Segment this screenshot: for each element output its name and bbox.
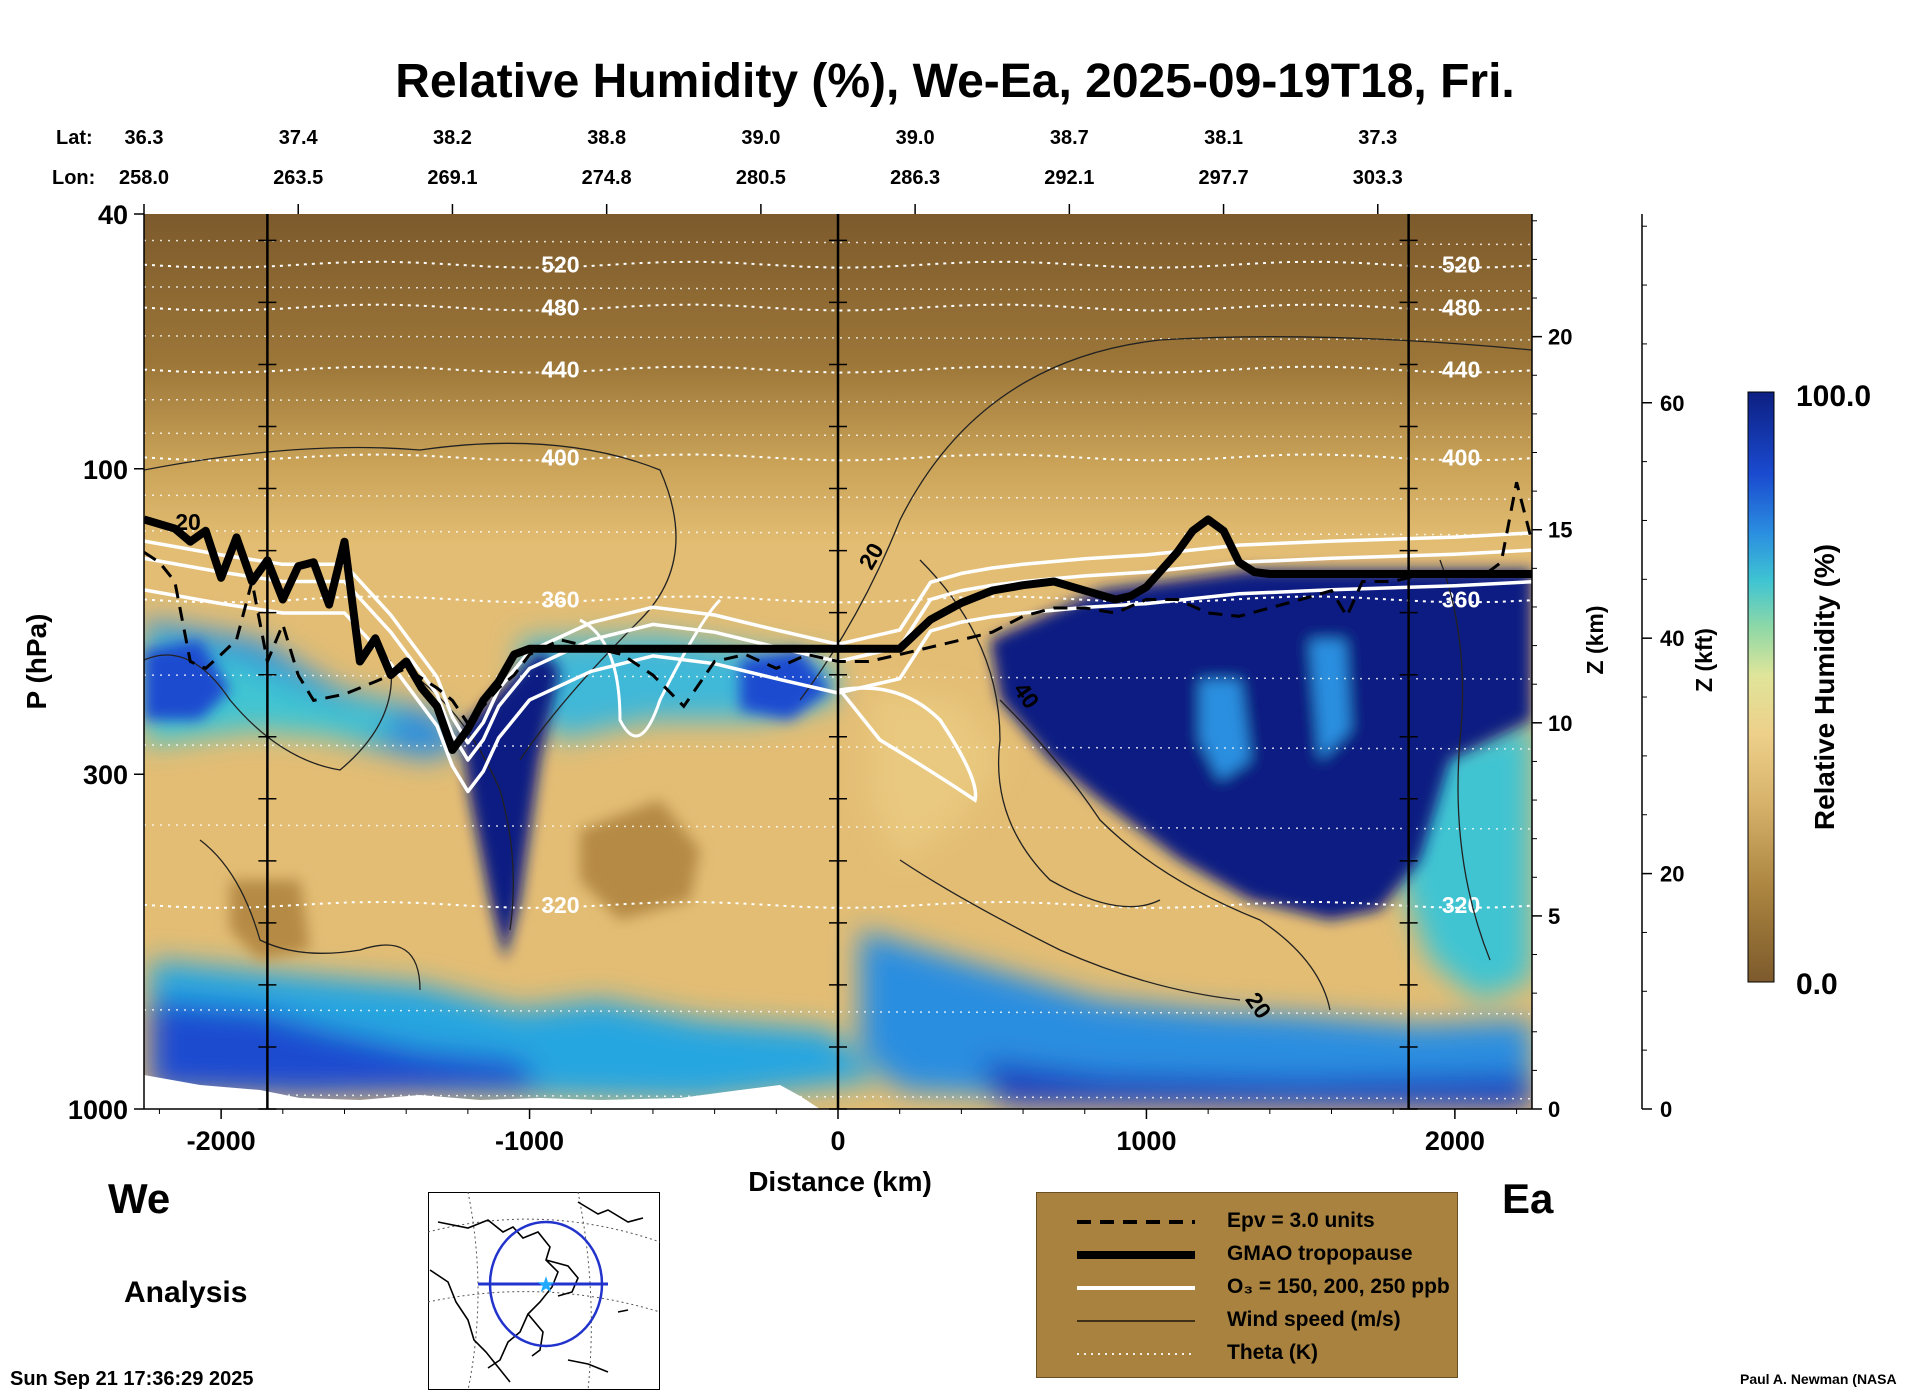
wind-speed-contour xyxy=(1439,559,1491,961)
legend-swatch xyxy=(1077,1320,1195,1322)
y-tick-label: 1000 xyxy=(68,1095,128,1125)
lon-value: 286.3 xyxy=(890,167,940,189)
theta-label-400: 400 xyxy=(541,444,579,470)
z-kft-tick-label: 60 xyxy=(1660,391,1684,416)
colorbar-min-label: 0.0 xyxy=(1796,968,1838,1001)
y-axis-label: P (hPa) xyxy=(21,614,52,710)
z-km-tick-label: 0 xyxy=(1548,1097,1560,1122)
legend-swatch xyxy=(1077,1353,1195,1355)
z-km-tick-label: 5 xyxy=(1548,904,1560,929)
theta-label-east-400: 400 xyxy=(1442,444,1480,470)
lat-value: 37.4 xyxy=(279,127,319,149)
theta-label-east-520: 520 xyxy=(1442,252,1480,278)
theta-label-440: 440 xyxy=(541,357,579,383)
colorbar-max-label: 100.0 xyxy=(1796,380,1871,413)
lon-value: 297.7 xyxy=(1199,167,1249,189)
coastline-lines xyxy=(429,1201,644,1383)
theta-label-480: 480 xyxy=(541,295,579,321)
theta-label-east-360: 360 xyxy=(1442,586,1480,612)
ozone-contour-fold xyxy=(579,598,722,738)
z-kft-tick-label: 40 xyxy=(1660,626,1684,651)
wind-speed-contour xyxy=(899,859,1241,1001)
lon-value: 303.3 xyxy=(1353,167,1403,189)
legend-swatch xyxy=(1077,1286,1195,1290)
z-km-tick-label: 20 xyxy=(1548,325,1572,350)
z-kft-tick-label: 0 xyxy=(1660,1097,1672,1122)
colorbar-title: Relative Humidity (%) xyxy=(1809,544,1840,830)
lat-value: 37.3 xyxy=(1358,127,1397,149)
z-km-tick-label: 10 xyxy=(1548,711,1572,736)
y-tick-label: 40 xyxy=(98,200,128,230)
x-tick-label: 0 xyxy=(830,1126,845,1156)
lon-value: 269.1 xyxy=(427,167,477,189)
legend-swatch xyxy=(1077,1220,1195,1224)
legend-box: Epv = 3.0 units GMAO tropopause O₃ = 150, … xyxy=(1036,1192,1458,1378)
lon-value: 258.0 xyxy=(119,167,169,189)
wind-speed-contour xyxy=(199,839,421,991)
lat-value: 38.8 xyxy=(587,127,626,149)
theta-label-520: 520 xyxy=(541,252,579,278)
lon-value: 292.1 xyxy=(1044,167,1094,189)
y-tick-label: 300 xyxy=(83,760,128,790)
legend-entry-text: GMAO tropopause xyxy=(1227,1242,1413,1265)
legend-entry: Epv = 3.0 units xyxy=(1037,1207,1457,1237)
lat-value: 38.2 xyxy=(433,127,472,149)
ozone-contour-1 xyxy=(144,531,1532,745)
theta-label-320: 320 xyxy=(541,892,579,918)
z-km-tick-label: 15 xyxy=(1548,518,1572,543)
theta-label-east-480: 480 xyxy=(1442,295,1480,321)
legend-entry: O₃ = 150, 200, 250 ppb xyxy=(1037,1273,1457,1303)
lon-value: 280.5 xyxy=(736,167,786,189)
wind-speed-contour xyxy=(799,336,1532,701)
lon-label: Lon: xyxy=(52,167,95,189)
legend-entry: Wind speed (m/s) xyxy=(1037,1306,1457,1336)
legend-entry: Theta (K) xyxy=(1037,1339,1457,1369)
x-tick-label: -2000 xyxy=(187,1126,256,1156)
wind-speed-contour xyxy=(144,442,677,761)
x-tick-label: 1000 xyxy=(1116,1126,1176,1156)
legend-entry-text: Wind speed (m/s) xyxy=(1227,1308,1401,1331)
legend-entry-text: Epv = 3.0 units xyxy=(1227,1209,1375,1232)
z-km-axis-label: Z (km) xyxy=(1582,606,1608,675)
gmao-tropopause-line xyxy=(144,515,1532,754)
y-tick-label: 100 xyxy=(83,455,128,485)
lat-value: 36.3 xyxy=(125,127,164,149)
x-tick-label: -1000 xyxy=(495,1126,564,1156)
theta-label-east-440: 440 xyxy=(1442,357,1480,383)
legend-swatch xyxy=(1077,1251,1195,1259)
theta-label-360: 360 xyxy=(541,586,579,612)
z-kft-tick-label: 20 xyxy=(1660,862,1684,887)
ozone-contour-2 xyxy=(144,548,1532,762)
z-kft-axis-label: Z (kft) xyxy=(1691,628,1717,692)
lat-value: 39.0 xyxy=(896,127,935,149)
locator-map-inset: ★ xyxy=(428,1192,660,1390)
x-tick-label: 2000 xyxy=(1425,1126,1485,1156)
lat-label: Lat: xyxy=(56,127,93,149)
section-center-star-icon: ★ xyxy=(536,1273,556,1298)
lon-value: 274.8 xyxy=(582,167,632,189)
lon-value: 263.5 xyxy=(273,167,323,189)
colorbar xyxy=(1747,391,1775,983)
ozone-contour-lobe xyxy=(836,686,978,803)
lat-value: 39.0 xyxy=(741,127,780,149)
wind-speed-contour xyxy=(999,699,1331,1011)
lat-value: 38.1 xyxy=(1204,127,1243,149)
lat-value: 38.7 xyxy=(1050,127,1089,149)
legend-entry: GMAO tropopause xyxy=(1037,1240,1457,1270)
wind-speed-contour xyxy=(919,559,1161,908)
epv-line xyxy=(144,481,1532,726)
legend-entry-text: O₃ = 150, 200, 250 ppb xyxy=(1227,1275,1450,1298)
legend-entry-text: Theta (K) xyxy=(1227,1341,1318,1364)
